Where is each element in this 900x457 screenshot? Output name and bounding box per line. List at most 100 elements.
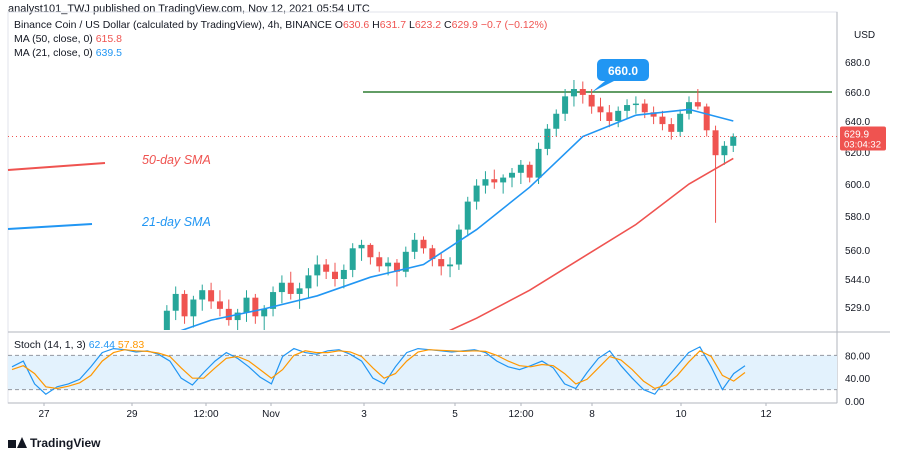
candle-body [668,124,675,132]
candle [234,308,241,330]
time-tick-label: Nov [262,409,280,420]
stoch-k-line [11,346,746,395]
ma21-legend[interactable]: MA (21, close, 0) 639.5 [14,47,122,59]
callout-label: 660.0 [608,64,638,78]
ohlc-h-label: H [372,19,380,31]
countdown-label: 03:04:32 [844,140,881,151]
candle [181,290,188,324]
candle-body [420,239,427,249]
ohlc-c-label: C [444,19,452,31]
ohlc-change: −0.7 (−0.12%) [480,19,548,31]
candle [455,224,462,270]
price-tick-label: 529.0 [845,303,870,314]
candle [579,81,586,104]
candle-body [579,89,586,95]
candle-body [296,288,303,294]
candle [570,80,577,107]
candle-body [535,148,542,178]
footer-brand: TradingView [30,436,101,450]
candle [314,255,321,287]
candle-body [597,106,604,113]
candle-body [694,102,701,107]
candle [615,106,622,128]
candle-body [358,244,365,249]
ma50-value: 615.8 [95,33,122,45]
candle [447,257,454,278]
tradingview-logo-icon [8,437,27,449]
candle-body [491,179,498,183]
candle-body [225,308,232,321]
time-tick-label: 12 [760,409,772,420]
candle-body [509,172,515,178]
resistance-callout [592,59,649,92]
candle [323,259,330,279]
candle [668,118,675,140]
ma50-legend[interactable]: MA (50, close, 0) 615.8 [14,33,122,45]
candle-body [624,105,631,111]
symbol-label: Binance Coin / US Dollar (calculated by … [14,19,332,31]
candle [641,99,648,119]
stoch-d-value: 57.83 [117,339,145,351]
candle-body [659,116,666,125]
candle-body [553,113,560,129]
candle [411,233,418,260]
candle [677,109,684,137]
candle-body [730,136,737,146]
candle-body [314,264,321,276]
stoch-legend[interactable]: Stoch (14, 1, 3) 62.44 57.83 [14,339,144,351]
candle-body [429,248,436,260]
candle [535,142,542,184]
candle [252,293,259,324]
time-tick-label: 10 [675,409,687,420]
price-tick-label: 544.0 [845,275,870,286]
price-tick-label: 580.0 [845,212,870,223]
candle [553,109,560,137]
candle [624,99,631,119]
stoch-d-line [11,349,746,390]
stoch-tick-label: 80.00 [845,351,870,362]
candle [163,305,170,330]
candle-body [385,262,392,267]
candle-body [703,106,710,131]
candle [712,125,719,223]
price-chart[interactable]: 529.0 544.0 560.0 580.0 600.0 620.0 640.0 660.0… [0,0,900,432]
candle-body [562,96,569,114]
candle [429,244,436,267]
candle-body [447,264,454,267]
ohlc-o-label: O [334,19,343,31]
candle-body [606,112,613,121]
candle-body [721,145,728,156]
candle [473,179,480,210]
ma21-label: MA (21, close, 0) [14,47,93,59]
stoch-tick-label: 40.00 [845,374,870,385]
candle [659,110,666,131]
ohlc-close: 629.9 [451,19,478,31]
candle-body [172,293,179,311]
time-tick-label: 29 [126,409,138,420]
sma21-annotation-line [7,223,93,230]
price-pane [163,80,832,330]
candle [482,171,489,194]
candle-body [712,130,719,156]
candle-body [402,251,409,272]
candle-body [526,164,533,178]
callout-pointer [592,81,614,92]
candle-body [500,177,507,183]
candle-body [190,299,197,317]
candle-body [570,89,577,97]
candle-body [677,113,684,132]
candle [562,89,569,121]
time-tick-label: 5 [452,409,458,420]
candle-body [615,110,622,121]
candle-body [208,290,215,302]
tradingview-footer[interactable]: TradingView [8,436,100,450]
candle-body [305,275,312,289]
price-tick-label: 640.0 [845,117,870,128]
ma21-line [180,108,734,330]
price-tick-label: 680.0 [845,58,870,69]
candle [438,253,445,276]
candle-body [438,259,445,267]
candle [517,160,524,184]
candle [225,299,232,326]
candle-body [393,262,400,272]
